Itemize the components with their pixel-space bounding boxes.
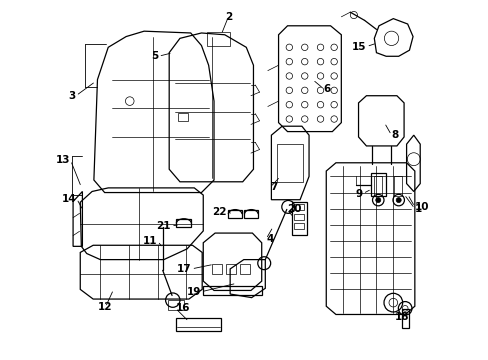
Text: 3: 3 — [68, 91, 76, 101]
Text: 10: 10 — [414, 202, 428, 212]
Bar — [293, 223, 303, 229]
Text: 11: 11 — [143, 236, 158, 246]
Bar — [373, 176, 382, 196]
Text: 7: 7 — [270, 182, 277, 192]
Text: 18: 18 — [393, 312, 408, 322]
Text: 13: 13 — [56, 155, 70, 165]
Bar — [291, 202, 306, 234]
Text: 14: 14 — [62, 194, 77, 204]
Bar — [293, 214, 303, 220]
Bar — [176, 220, 191, 227]
Bar — [277, 144, 303, 182]
Bar — [370, 173, 385, 196]
Bar — [394, 176, 402, 196]
Text: 9: 9 — [355, 189, 362, 199]
Text: 21: 21 — [156, 221, 171, 231]
Bar — [293, 204, 303, 211]
Bar — [206, 32, 230, 45]
Text: 20: 20 — [286, 204, 301, 215]
Bar — [244, 211, 258, 218]
Bar — [401, 309, 408, 328]
Circle shape — [375, 198, 380, 203]
Text: 15: 15 — [351, 42, 366, 51]
Text: 6: 6 — [323, 84, 330, 94]
Text: 22: 22 — [212, 207, 226, 217]
Circle shape — [395, 198, 400, 203]
Bar — [176, 319, 221, 331]
Bar — [228, 211, 242, 218]
Text: 19: 19 — [186, 287, 201, 297]
Text: 16: 16 — [175, 303, 190, 314]
Text: 17: 17 — [177, 264, 191, 274]
Text: 4: 4 — [265, 234, 273, 244]
Text: 1: 1 — [414, 204, 421, 214]
Bar — [203, 286, 262, 296]
Text: 2: 2 — [224, 12, 231, 22]
Bar — [178, 113, 188, 121]
Bar — [211, 264, 221, 274]
Text: 12: 12 — [98, 302, 112, 312]
Bar — [225, 264, 235, 274]
Bar — [240, 264, 250, 274]
Bar — [168, 300, 183, 310]
Text: 5: 5 — [151, 51, 158, 61]
Text: 8: 8 — [391, 130, 398, 140]
